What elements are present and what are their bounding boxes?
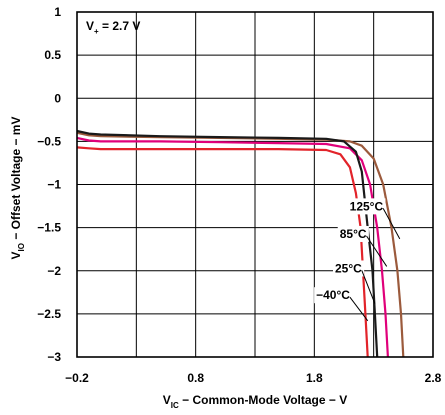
plot-frame bbox=[76, 11, 434, 358]
y-tick-label: −2 bbox=[47, 264, 61, 278]
grid-lines bbox=[76, 11, 434, 358]
y-axis-title: VIO − Offset Voltage − mV bbox=[9, 117, 26, 260]
y-tick-label: −0.5 bbox=[37, 134, 61, 148]
x-tick-label: −0.2 bbox=[65, 371, 89, 385]
tick-labels: 1 0.5 0 −0.5 −1 −1.5 −2 −2.5 −3 −0.2 0.8 1.8 2.8 bbox=[37, 5, 441, 385]
series-line bbox=[76, 129, 379, 358]
series-label: 85°C bbox=[340, 227, 367, 241]
series-label-background bbox=[332, 260, 365, 277]
plot-border bbox=[76, 11, 434, 358]
y-tick-label: 0 bbox=[54, 91, 61, 105]
leader-line bbox=[382, 208, 401, 240]
series-line bbox=[76, 136, 389, 358]
x-tick-label: 0.8 bbox=[187, 371, 204, 385]
series-lines bbox=[76, 129, 405, 358]
leader-line bbox=[366, 235, 388, 267]
y-tick-label: −1 bbox=[47, 178, 61, 192]
x-tick-label: 2.8 bbox=[425, 371, 442, 385]
series-line bbox=[76, 131, 405, 358]
series-label: 125°C bbox=[350, 199, 384, 213]
x-axis-title: VIC − Common-Mode Voltage − V bbox=[163, 393, 347, 410]
y-tick-label: −3 bbox=[47, 350, 61, 364]
series-callouts: 125°C 85°C 25°C −40°C bbox=[314, 198, 401, 322]
series-label-background bbox=[337, 225, 369, 242]
series-label: −40°C bbox=[316, 288, 350, 302]
series-label-background bbox=[347, 198, 386, 215]
y-tick-label: 0.5 bbox=[44, 48, 61, 62]
supply-annotation: V+ = 2.7 V bbox=[86, 19, 140, 36]
series-label: 25°C bbox=[335, 261, 362, 275]
x-tick-label: 1.8 bbox=[306, 371, 323, 385]
leader-line bbox=[349, 296, 369, 322]
leader-line bbox=[361, 270, 376, 304]
y-tick-label: −2.5 bbox=[37, 307, 61, 321]
y-tick-label: −1.5 bbox=[37, 221, 61, 235]
y-tick-label: 1 bbox=[54, 5, 61, 19]
series-line bbox=[76, 146, 369, 358]
series-label-background bbox=[314, 287, 353, 304]
